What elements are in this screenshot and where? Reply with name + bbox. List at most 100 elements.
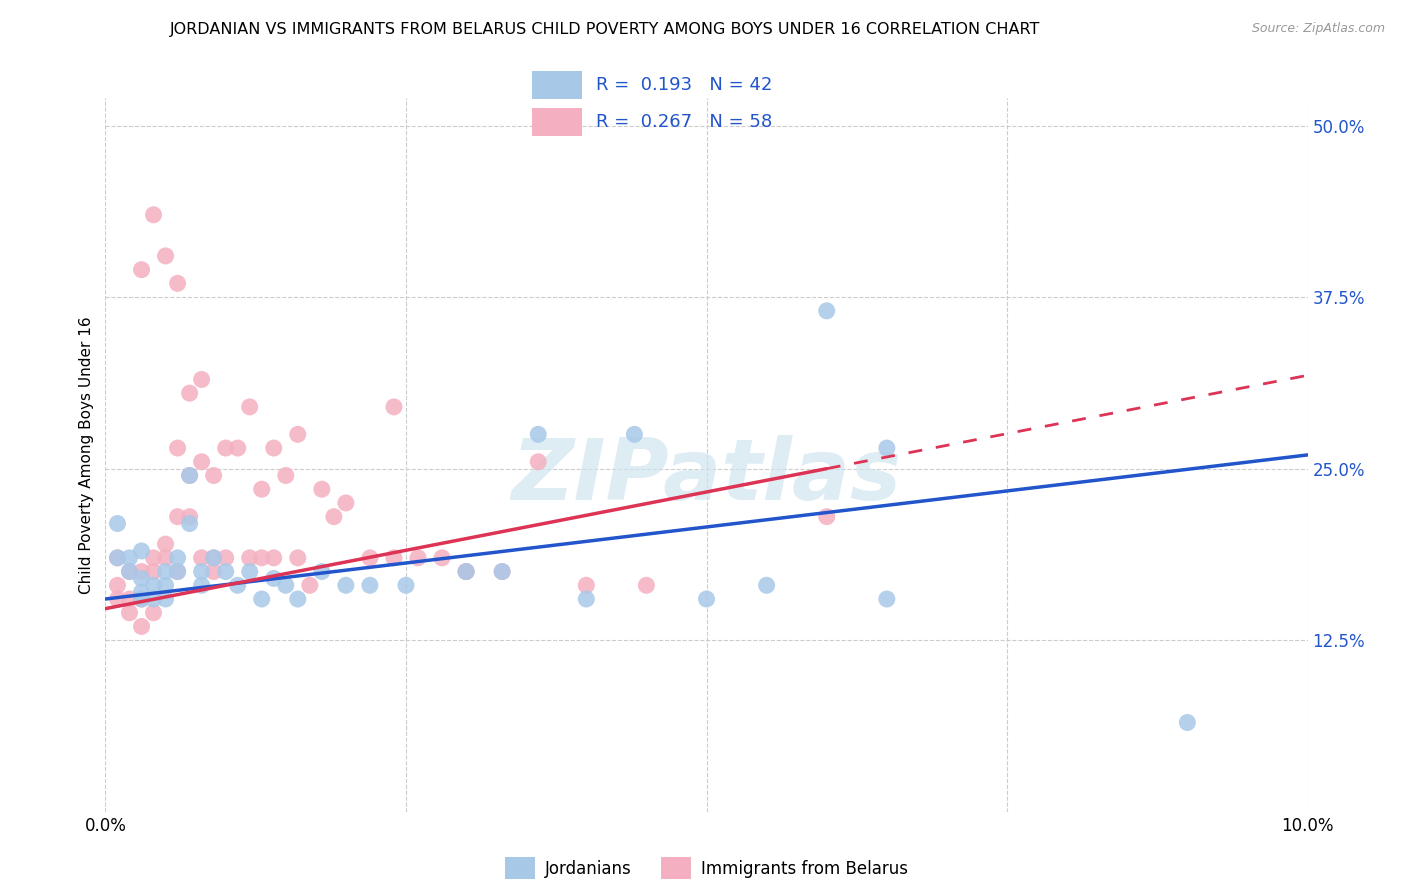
Point: [166, 565, 188, 579]
Point: [107, 550, 129, 565]
Point: [179, 516, 201, 531]
Point: [575, 578, 598, 592]
Point: [263, 571, 285, 585]
Point: [190, 550, 212, 565]
Point: [118, 565, 141, 579]
Point: [322, 509, 344, 524]
Point: [274, 578, 297, 592]
Point: [179, 468, 201, 483]
Point: [131, 571, 153, 585]
Point: [335, 578, 357, 592]
Point: [202, 550, 225, 565]
Point: [142, 565, 165, 579]
Point: [239, 565, 262, 579]
Point: [179, 509, 201, 524]
Point: [298, 578, 321, 592]
Point: [155, 592, 177, 607]
Point: [287, 550, 309, 565]
Point: [155, 249, 177, 263]
Point: [359, 578, 381, 592]
Point: [239, 550, 262, 565]
Point: [263, 550, 285, 565]
Point: [575, 592, 598, 607]
Point: [214, 550, 236, 565]
Point: [131, 565, 153, 579]
Point: [166, 509, 188, 524]
Point: [190, 372, 212, 386]
Point: [142, 592, 165, 607]
Point: [155, 537, 177, 551]
Point: [226, 578, 249, 592]
Point: [107, 550, 129, 565]
Point: [131, 592, 153, 607]
Point: [131, 544, 153, 558]
Point: [815, 509, 838, 524]
Point: [118, 592, 141, 607]
Point: [190, 455, 212, 469]
Point: [274, 468, 297, 483]
Text: Source: ZipAtlas.com: Source: ZipAtlas.com: [1251, 22, 1385, 36]
Point: [311, 565, 333, 579]
Point: [250, 482, 273, 496]
Point: [250, 550, 273, 565]
Point: [311, 482, 333, 496]
Point: [190, 565, 212, 579]
Point: [876, 441, 898, 455]
Point: [118, 550, 141, 565]
Point: [755, 578, 778, 592]
Point: [166, 565, 188, 579]
Point: [430, 550, 453, 565]
Point: [454, 565, 477, 579]
Point: [359, 550, 381, 565]
Point: [382, 400, 405, 414]
Text: JORDANIAN VS IMMIGRANTS FROM BELARUS CHILD POVERTY AMONG BOYS UNDER 16 CORRELATI: JORDANIAN VS IMMIGRANTS FROM BELARUS CHI…: [169, 22, 1040, 37]
Point: [131, 619, 153, 633]
Point: [179, 468, 201, 483]
Point: [131, 592, 153, 607]
Point: [239, 400, 262, 414]
Point: [636, 578, 658, 592]
Point: [155, 578, 177, 592]
Point: [815, 303, 838, 318]
Point: [166, 277, 188, 291]
Point: [202, 565, 225, 579]
Point: [287, 427, 309, 442]
Point: [179, 386, 201, 401]
Point: [1175, 715, 1198, 730]
FancyBboxPatch shape: [531, 108, 582, 136]
Point: [131, 585, 153, 599]
Point: [335, 496, 357, 510]
Point: [250, 592, 273, 607]
Legend: Jordanians, Immigrants from Belarus: Jordanians, Immigrants from Belarus: [498, 851, 915, 886]
Point: [107, 592, 129, 607]
Point: [107, 578, 129, 592]
Point: [226, 441, 249, 455]
Point: [527, 455, 550, 469]
Point: [623, 427, 645, 442]
Point: [395, 578, 418, 592]
Point: [876, 592, 898, 607]
Point: [118, 565, 141, 579]
Point: [202, 468, 225, 483]
Point: [214, 441, 236, 455]
Point: [166, 550, 188, 565]
Text: R =  0.267   N = 58: R = 0.267 N = 58: [596, 112, 772, 130]
Point: [142, 578, 165, 592]
Point: [406, 550, 429, 565]
Point: [131, 262, 153, 277]
Point: [263, 441, 285, 455]
FancyBboxPatch shape: [531, 70, 582, 99]
Text: ZIPatlas: ZIPatlas: [512, 434, 901, 518]
Point: [142, 208, 165, 222]
Point: [696, 592, 718, 607]
Point: [214, 565, 236, 579]
Point: [491, 565, 513, 579]
Point: [118, 606, 141, 620]
Point: [527, 427, 550, 442]
Point: [166, 441, 188, 455]
Y-axis label: Child Poverty Among Boys Under 16: Child Poverty Among Boys Under 16: [79, 316, 94, 594]
Point: [202, 550, 225, 565]
Point: [155, 565, 177, 579]
Point: [287, 592, 309, 607]
Point: [382, 550, 405, 565]
